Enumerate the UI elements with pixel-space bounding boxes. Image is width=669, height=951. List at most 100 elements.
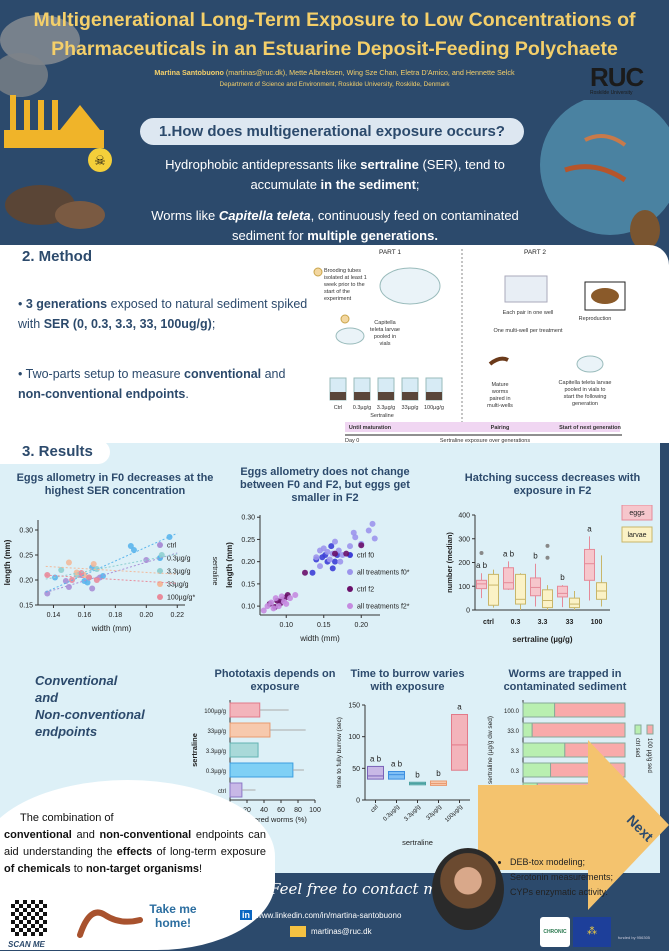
x-tick-label: 0.20 xyxy=(140,612,154,619)
method-bullet-2: • Two-parts setup to measure conventiona… xyxy=(18,367,286,401)
box xyxy=(367,765,384,780)
significance-letter: a xyxy=(587,524,592,533)
legend-label: 100µg/g* xyxy=(167,595,195,602)
legend-label: all treatments f2* xyxy=(357,604,410,611)
y-tick-label: 0.15 xyxy=(241,581,255,588)
data-point xyxy=(143,557,150,563)
x-tick-label: 3.3 xyxy=(538,619,548,626)
legend-label: larvae xyxy=(627,532,646,539)
outlier xyxy=(479,551,484,555)
legend-label: ctrl xyxy=(167,543,177,550)
vial-icon xyxy=(335,327,365,345)
scan-me-label: SCAN ME xyxy=(8,940,45,949)
x-axis-label: width (mm) xyxy=(91,624,132,633)
next-list: DEB-tox modeling;Serotonin measurements;… xyxy=(510,855,613,900)
significance-letter: a b xyxy=(370,754,382,763)
box xyxy=(530,577,541,597)
y-tick-label: 300 xyxy=(458,536,470,543)
bar xyxy=(229,722,271,738)
legend-label: ctrl f2 xyxy=(357,587,374,594)
vial-icon xyxy=(576,355,604,373)
x-tick-label: 33 xyxy=(566,619,574,626)
data-point xyxy=(292,592,299,598)
section3-title: 3. Results xyxy=(22,443,93,460)
y-axis-label: number (median) xyxy=(445,532,454,593)
section1-title: 1.How does multigenerational exposure oc… xyxy=(140,118,524,145)
step4-text: Mature xyxy=(491,382,508,388)
bar xyxy=(229,702,261,718)
x-axis-label: sheltered worms (%) xyxy=(238,815,307,824)
bar-segment xyxy=(554,702,626,718)
box xyxy=(488,573,499,606)
box xyxy=(542,589,553,609)
data-point xyxy=(309,569,316,576)
logo-text: RUC xyxy=(590,62,644,92)
x-tick-label: 80 xyxy=(294,807,302,814)
x-tick-label: 3.3µg/g xyxy=(403,804,421,822)
y-tick-label: 0.20 xyxy=(241,559,255,566)
data-point xyxy=(324,548,331,555)
email-link[interactable]: martinas@ruc.dk xyxy=(290,926,372,937)
step4-text: worms xyxy=(491,389,508,395)
next-arrow xyxy=(478,740,669,910)
authors: Martina Santobuono (martinas@ruc.dk), Me… xyxy=(0,68,669,77)
box xyxy=(388,771,405,780)
ruc-logo: RUC Roskilde University xyxy=(590,62,644,96)
email-icon xyxy=(290,926,306,937)
bar xyxy=(229,762,294,778)
y-axis-label: length (mm) xyxy=(3,539,12,585)
chart1-title: Eggs allometry in F0 decreases at the hi… xyxy=(16,472,214,497)
next-item: DEB-tox modeling; xyxy=(510,855,613,870)
contact-title: Feel free to contact me! xyxy=(270,880,453,898)
legend-marker xyxy=(347,603,353,609)
legend-label: 0.3µg/g xyxy=(167,556,191,563)
data-point xyxy=(320,545,327,552)
y-tick-label: 0.15 xyxy=(19,603,33,610)
petri-dish-icon xyxy=(379,267,441,305)
data-point xyxy=(130,547,137,553)
legend-label: ctrl f0 xyxy=(357,553,374,560)
sediment-fill xyxy=(330,392,346,400)
y-tick-label: 3.3µg/g xyxy=(206,749,226,755)
intro-paragraph-2: Worms like Capitella teleta, continuousl… xyxy=(151,208,519,243)
step6-text: start the following xyxy=(564,394,607,400)
legend-label: 3.3µg/g xyxy=(167,569,191,576)
poster-title: Multigenerational Long-Term Exposure to … xyxy=(0,6,669,64)
legend-swatch xyxy=(621,526,653,543)
x-tick-label: 0.16 xyxy=(78,612,92,619)
logo-subtext: Roskilde University xyxy=(590,90,633,96)
x-tick-label: 0.14 xyxy=(47,612,61,619)
data-point xyxy=(58,567,65,573)
data-point xyxy=(84,579,91,586)
linkedin-link[interactable]: in www.linkedin.com/in/martina-santobuono xyxy=(240,910,402,920)
data-point xyxy=(268,599,275,606)
lead-author: Martina Santobuono xyxy=(154,68,224,77)
data-point xyxy=(166,534,173,540)
fit-line xyxy=(45,553,178,580)
data-point xyxy=(270,605,277,612)
step4-text: paired in xyxy=(489,396,510,402)
step1-text: isolated at least 1 xyxy=(324,275,367,281)
y-axis-label: sertraline xyxy=(190,733,199,767)
step-marker xyxy=(313,267,323,277)
y-tick-label: 0.3 xyxy=(511,769,520,775)
x-tick-label: ctrl xyxy=(370,804,380,814)
multiwell-plate-icon xyxy=(504,275,548,303)
x-tick-label: 100µg/g xyxy=(444,804,464,824)
y-tick-label: 100 xyxy=(458,584,470,591)
x-tick-label: 100 xyxy=(591,619,603,626)
method-tab xyxy=(0,245,100,269)
step1-text: experiment xyxy=(324,296,352,302)
x-tick-label: ctrl xyxy=(483,619,494,626)
x-tick-label: 0.15 xyxy=(317,622,331,629)
factory-illustration: ☠ xyxy=(0,15,112,229)
qr-code[interactable] xyxy=(8,897,50,939)
x-tick-label: 0.20 xyxy=(354,622,368,629)
x-tick-label: 100 xyxy=(309,807,321,814)
x-axis-label: sertraline xyxy=(402,838,433,847)
y-tick-label: 0 xyxy=(466,608,470,615)
next-item: CYPs enzymatic activity. xyxy=(510,885,613,900)
box xyxy=(476,579,487,590)
worm-icon xyxy=(77,909,143,938)
timeline-phase: Start of next generation xyxy=(559,425,621,431)
